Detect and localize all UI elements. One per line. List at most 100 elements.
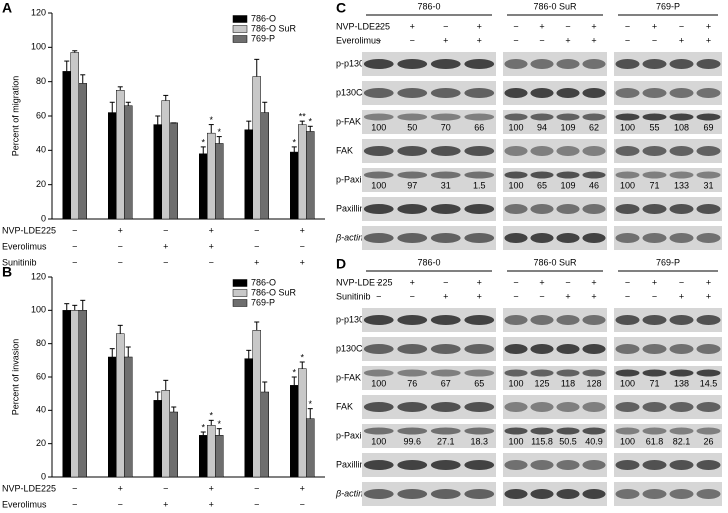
blot-band <box>464 460 495 470</box>
row-label: p130CAS <box>336 87 375 97</box>
band-quantity: 65 <box>474 378 484 388</box>
condition-mark: + <box>163 499 168 508</box>
blot-band <box>363 204 394 214</box>
band-quantity: 100 <box>371 180 386 190</box>
blot-band <box>615 369 640 377</box>
blot-band <box>556 427 580 435</box>
bar <box>298 368 307 478</box>
significance: * <box>209 411 213 421</box>
blot-band <box>669 204 694 214</box>
blot-band <box>696 344 721 354</box>
condition-mark: + <box>679 35 684 45</box>
bar <box>215 435 224 478</box>
significance: * <box>209 115 213 125</box>
condition-name: NVP-LDE225 <box>336 21 390 31</box>
blot-band <box>530 146 554 156</box>
band-quantity: 14.5 <box>700 378 718 388</box>
blot-band <box>504 146 528 156</box>
condition-mark: + <box>254 257 259 267</box>
condition-mark: − <box>254 241 259 251</box>
blot-band <box>696 460 721 470</box>
blot-band <box>464 204 495 214</box>
blot-band <box>397 204 428 214</box>
bar <box>70 310 79 478</box>
condition-mark: + <box>591 21 596 31</box>
condition-mark: − <box>163 257 168 267</box>
band-quantity: 27.1 <box>437 436 455 446</box>
bar <box>161 390 170 478</box>
blot-band <box>504 113 528 121</box>
blot-band <box>464 344 495 354</box>
significance: * <box>217 127 221 137</box>
condition-mark: − <box>254 499 259 508</box>
band-quantity: 1.5 <box>473 180 486 190</box>
condition-mark: + <box>706 277 711 287</box>
band-quantity: 69 <box>703 122 713 132</box>
blot-band <box>642 489 667 499</box>
band-quantity: 31 <box>441 180 451 190</box>
blot-band <box>615 427 640 435</box>
blot-band <box>363 427 394 435</box>
blot-band <box>530 171 554 179</box>
row-label: p-Paxillin <box>336 430 373 440</box>
condition-mark: + <box>565 291 570 301</box>
condition-mark: + <box>300 225 305 235</box>
blot-band <box>430 88 461 98</box>
y-tick-label: 120 <box>31 7 46 17</box>
blot-band <box>615 233 640 243</box>
blot-band <box>669 460 694 470</box>
condition-mark: − <box>565 21 570 31</box>
band-quantity: 100 <box>371 122 386 132</box>
condition-mark: − <box>376 291 381 301</box>
band-quantity: 138 <box>674 378 689 388</box>
blot-band <box>397 88 428 98</box>
blot-band <box>504 233 528 243</box>
blot-band <box>504 402 528 412</box>
blot-band <box>464 402 495 412</box>
significance: * <box>308 117 312 127</box>
blot-band <box>397 146 428 156</box>
condition-mark: + <box>300 483 305 493</box>
condition-mark: + <box>591 35 596 45</box>
condition-mark: − <box>376 35 381 45</box>
row-label: FAK <box>336 401 353 411</box>
group-label: 786-0 <box>417 257 440 267</box>
blot-band <box>615 460 640 470</box>
bar <box>169 411 178 478</box>
blot-band <box>464 489 495 499</box>
condition-mark: − <box>209 257 214 267</box>
condition-mark: − <box>513 21 518 31</box>
bar <box>169 122 178 220</box>
blot-band <box>397 344 428 354</box>
blot-band <box>363 344 394 354</box>
blot-band <box>615 88 640 98</box>
condition-mark: + <box>565 35 570 45</box>
condition-mark: + <box>706 35 711 45</box>
blot-band <box>504 427 528 435</box>
condition-mark: + <box>477 291 482 301</box>
blot-band <box>669 59 694 69</box>
row-label: β-actin <box>335 488 363 498</box>
blot-band <box>430 113 461 121</box>
band-quantity: 71 <box>649 378 659 388</box>
y-tick-label: 20 <box>36 179 46 189</box>
condition-mark: − <box>254 225 259 235</box>
legend-swatch <box>232 35 248 43</box>
blot-band <box>669 369 694 377</box>
blot-band <box>582 171 606 179</box>
band-quantity: 100 <box>620 378 635 388</box>
condition-mark: + <box>410 21 415 31</box>
y-tick-label: 60 <box>36 371 46 381</box>
blot-band <box>363 88 394 98</box>
y-tick-label: 0 <box>41 471 46 481</box>
condition-mark: − <box>652 35 657 45</box>
legend-label: 786-O SuR <box>251 287 297 297</box>
blot-band <box>530 369 554 377</box>
blot-band <box>397 315 428 325</box>
band-quantity: 67 <box>441 378 451 388</box>
blot-band <box>696 113 721 121</box>
condition-mark: − <box>300 499 305 508</box>
blot-band <box>430 59 461 69</box>
bar <box>207 425 216 478</box>
blot-band <box>430 369 461 377</box>
